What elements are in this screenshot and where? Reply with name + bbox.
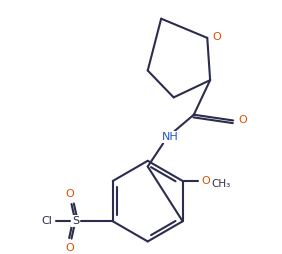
Text: CH₃: CH₃ [212, 179, 231, 189]
Text: O: O [213, 32, 221, 42]
Text: O: O [238, 115, 247, 124]
Text: O: O [201, 176, 210, 186]
Text: NH: NH [161, 132, 178, 142]
Text: Cl: Cl [41, 216, 52, 226]
Text: O: O [65, 243, 74, 253]
Text: S: S [72, 216, 79, 226]
Text: O: O [65, 189, 74, 199]
